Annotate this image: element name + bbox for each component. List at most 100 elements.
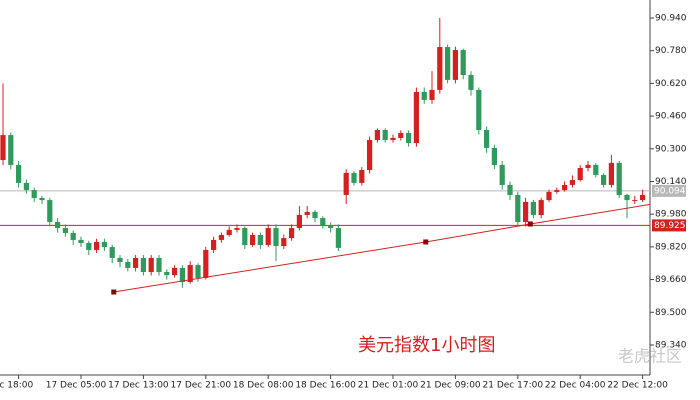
x-tick-label: 17 Dec 21:00 [171, 381, 232, 391]
candle-body [47, 200, 53, 222]
candle-body [101, 241, 107, 248]
candle-body [211, 239, 217, 250]
candle-body [546, 191, 552, 201]
candle-body [640, 194, 646, 201]
candle-body [226, 229, 232, 236]
candle-body [257, 235, 263, 246]
candle-body [523, 201, 529, 222]
candle-body [421, 91, 427, 100]
candle-body [70, 232, 76, 240]
candle-body [507, 184, 513, 195]
candle-body [312, 211, 318, 219]
y-tick-label: 89.980 [655, 210, 687, 220]
candle-body [374, 129, 380, 140]
x-tick-label: 22 Dec 04:00 [545, 381, 606, 391]
candle-body [328, 225, 334, 229]
candle-body [273, 228, 279, 247]
candle-body [31, 190, 37, 199]
candle-body [117, 257, 123, 262]
candle-body [109, 247, 115, 258]
candle-body [242, 228, 248, 246]
candle-body [437, 47, 443, 90]
y-tick-label: 90.620 [655, 79, 687, 89]
candle-body [179, 267, 185, 283]
candle-body [515, 194, 521, 222]
candle-body [8, 135, 14, 165]
candle-body [530, 201, 536, 215]
candle-body [133, 257, 139, 268]
watermark: 老虎社区 [618, 347, 682, 366]
y-tick-label: 90.460 [655, 112, 687, 122]
y-tick-label: 90.940 [655, 13, 687, 23]
y-tick-label: 89.660 [655, 275, 687, 285]
candle-body [476, 89, 482, 130]
candle-body [281, 238, 287, 247]
candle-body [203, 249, 209, 278]
candle-body [250, 235, 256, 246]
x-tick-label: 18 Dec 08:00 [233, 381, 294, 391]
candle-body [460, 50, 466, 75]
candle-body [468, 75, 474, 90]
candle-body [265, 228, 271, 246]
candle-body [140, 257, 146, 273]
candle-body [632, 200, 638, 202]
x-tick-label: 17 Dec 05:00 [46, 381, 107, 391]
candle-body [343, 172, 349, 195]
candle-body [398, 133, 404, 138]
price-label: 90.094 [654, 186, 686, 196]
candle-body [172, 267, 178, 276]
candle-body [382, 129, 388, 140]
x-tick-label: 21 Dec 17:00 [483, 381, 544, 391]
candle-body [296, 214, 302, 229]
candle-body [0, 135, 6, 161]
candle-body [616, 162, 622, 195]
candle-body [429, 89, 435, 100]
price-label-box [652, 184, 686, 197]
candle-body [569, 180, 575, 185]
candle-body [86, 242, 92, 250]
x-tick-label: 17 Dec 13:00 [108, 381, 169, 391]
trendline-anchor [527, 221, 533, 227]
candle-body [538, 200, 544, 215]
candle-body [16, 164, 22, 183]
candle-body [39, 198, 45, 201]
candle-body [164, 272, 170, 276]
candle-body [94, 241, 100, 250]
candle-body [78, 239, 84, 243]
candle-body [452, 50, 458, 80]
candle-body [359, 170, 365, 183]
candle-body [593, 164, 599, 175]
candle-body [289, 228, 295, 239]
y-tick-label: 89.500 [655, 308, 687, 318]
candle-body [390, 137, 396, 140]
candle-body [320, 218, 326, 225]
y-tick-label: 90.300 [655, 144, 687, 154]
candle-body [125, 261, 131, 268]
candle-body [335, 228, 341, 248]
candle-body [62, 228, 68, 233]
trendline-anchor [423, 239, 429, 245]
trendline-extension [530, 203, 651, 225]
price-label-box [652, 219, 686, 232]
y-tick-label: 89.820 [655, 242, 687, 252]
candle-body [562, 184, 568, 191]
x-tick-label: 18 Dec 16:00 [295, 381, 356, 391]
candle-body [601, 174, 607, 185]
trendline-anchor [111, 289, 117, 295]
candle-body [608, 162, 614, 185]
x-tick-label: ec 18:00 [0, 381, 34, 391]
candle-body [577, 167, 583, 181]
candle-body [195, 265, 201, 278]
candle-body [304, 211, 310, 215]
candle-body [156, 257, 162, 273]
candle-body [406, 133, 412, 144]
candle-body [484, 129, 490, 148]
candle-body [218, 235, 224, 240]
y-tick-label: 89.340 [655, 340, 687, 350]
candle-body [23, 182, 29, 191]
annotation: 美元指数1小时图 [358, 335, 495, 356]
candle-body [445, 47, 451, 80]
price-label: 89.925 [654, 221, 686, 231]
